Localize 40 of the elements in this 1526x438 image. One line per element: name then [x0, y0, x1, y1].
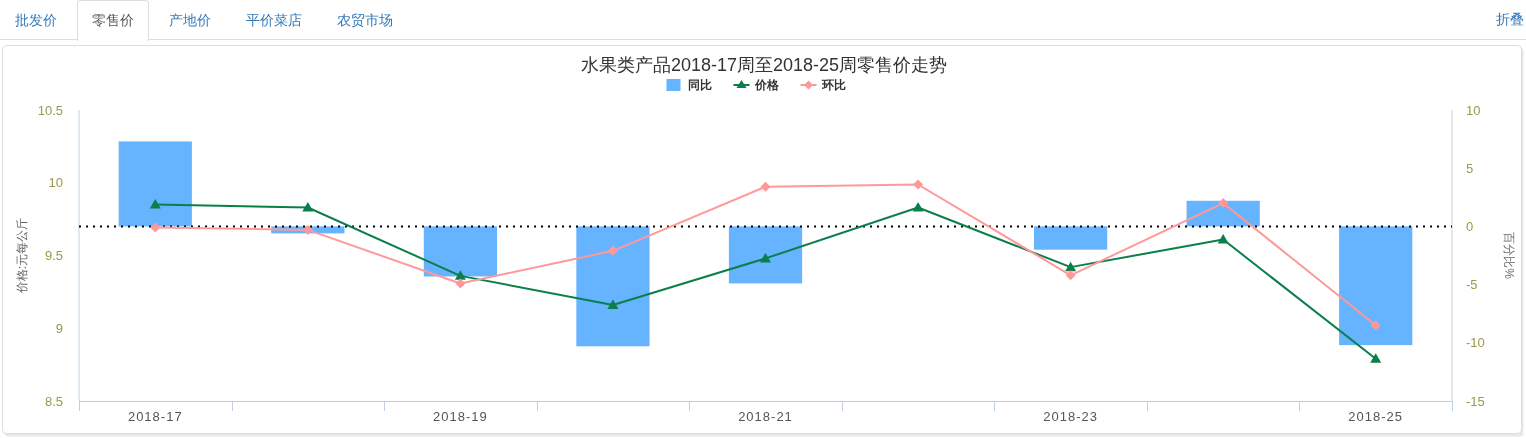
- y2-tick-label: 0: [1466, 218, 1474, 234]
- chart-title: 水果类产品2018-17周至2018-25周零售价走势: [580, 55, 948, 75]
- x-tick-label: 2018-19: [433, 409, 488, 424]
- point: [760, 252, 771, 263]
- y2-tick-label: 10: [1466, 102, 1481, 118]
- point: [607, 245, 618, 256]
- point: [607, 299, 619, 309]
- y2-tick-label: 5: [1466, 160, 1474, 176]
- point: [454, 270, 466, 280]
- point: [1217, 234, 1229, 244]
- point: [912, 201, 924, 212]
- y-tick-label: 8.5: [44, 393, 63, 409]
- point: [302, 201, 314, 212]
- y-tick-label: 9: [55, 320, 63, 336]
- point: [1218, 198, 1229, 209]
- y-tick-label: 10.5: [37, 102, 63, 118]
- point: [1065, 270, 1076, 281]
- point: [760, 181, 771, 192]
- point: [149, 199, 161, 209]
- point: [150, 222, 161, 233]
- legend-label: 环比: [820, 78, 846, 92]
- x-tick-label: 2018-21: [738, 409, 793, 424]
- x-tick-label: 2018-23: [1043, 409, 1098, 424]
- y2-tick-label: -5: [1466, 277, 1478, 293]
- x-tick-label: 2018-25: [1348, 409, 1404, 424]
- y-tick-label: 10: [48, 175, 63, 191]
- point: [913, 179, 924, 190]
- point: [1370, 353, 1382, 363]
- point: [1065, 261, 1077, 272]
- point: [1370, 320, 1381, 331]
- y-axis-title: 价格:元每公斤: [15, 217, 29, 295]
- y2-tick-label: -15: [1466, 393, 1485, 409]
- y2-axis-title: 百分比%: [1502, 232, 1516, 280]
- legend-label: 同比: [687, 78, 712, 92]
- x-tick-label: 2018-17: [127, 409, 183, 424]
- point: [455, 278, 466, 289]
- legend-label: 价格: [753, 78, 780, 92]
- y2-tick-label: -10: [1466, 335, 1485, 351]
- point: [302, 224, 313, 235]
- y-tick-label: 9.5: [44, 248, 63, 263]
